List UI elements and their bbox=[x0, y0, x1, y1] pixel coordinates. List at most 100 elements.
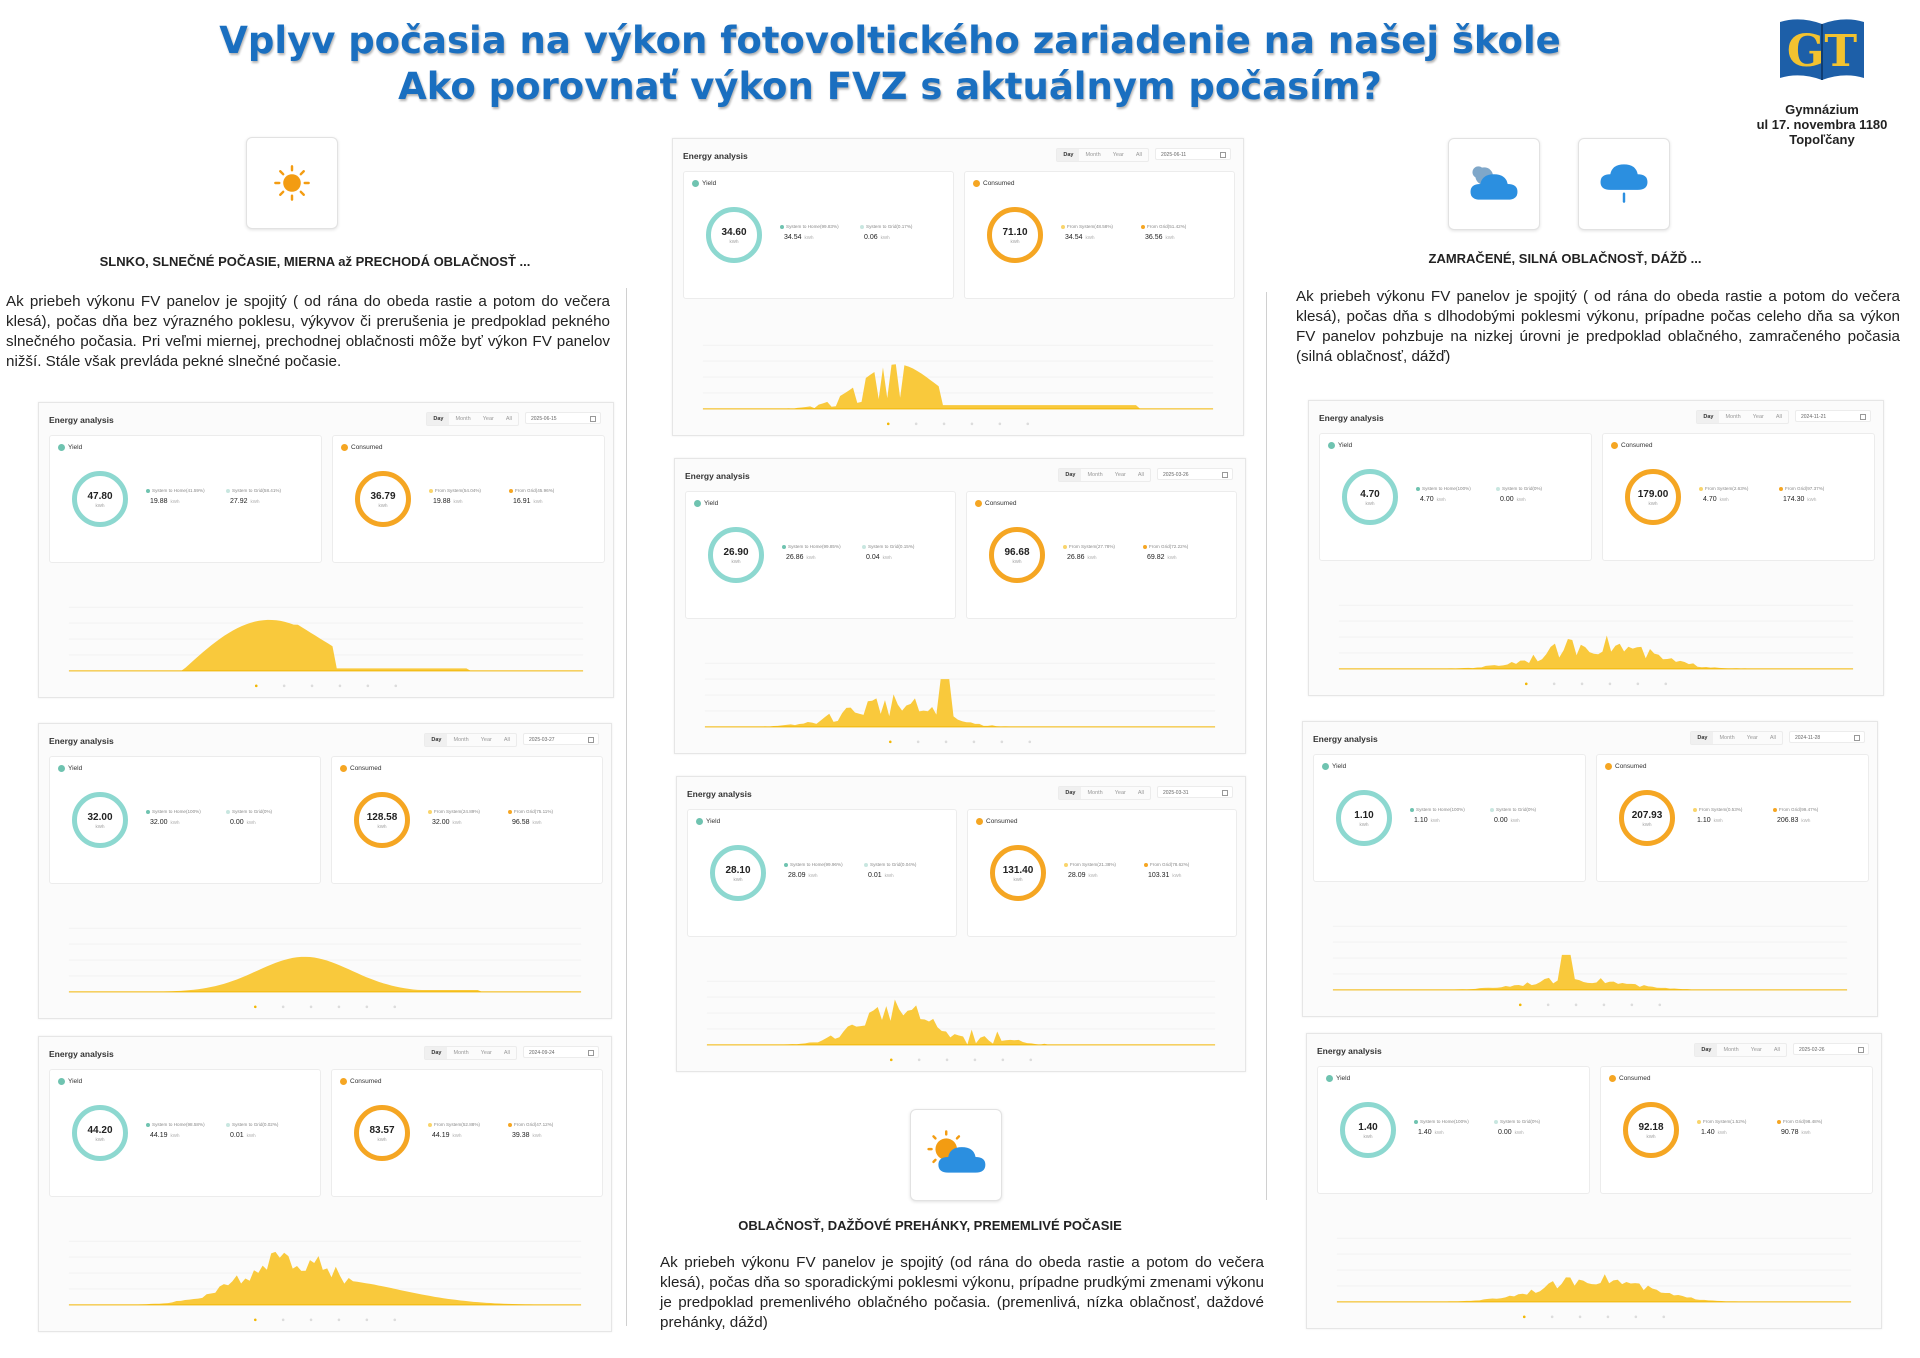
tab-day[interactable]: Day bbox=[1695, 1044, 1718, 1056]
system-to-home-label: System to Home(99.85%) bbox=[782, 544, 841, 549]
tab-day[interactable]: Day bbox=[425, 1047, 448, 1059]
from-grid-value: 69.82 kWh bbox=[1147, 554, 1177, 561]
legend-dot bbox=[428, 1122, 432, 1127]
from-system-text: From System(52.88%) bbox=[434, 1122, 480, 1127]
date-picker[interactable]: 2025-06-11 bbox=[1155, 148, 1231, 160]
consumed-unit: kWh bbox=[1013, 876, 1023, 882]
tab-month[interactable]: Month bbox=[1725, 414, 1741, 420]
tab-day[interactable]: Day bbox=[425, 734, 448, 746]
value-unit: kWh bbox=[880, 235, 890, 240]
tab-year[interactable]: Year bbox=[482, 416, 494, 422]
energy-analysis-card: Energy analysis Day Month Year All 2025-03-26… bbox=[674, 458, 1246, 754]
date-picker[interactable]: 2024-09-24 bbox=[523, 1046, 599, 1058]
consumed-title: Consumed bbox=[976, 818, 1017, 825]
tab-year[interactable]: Year bbox=[480, 1050, 492, 1056]
tab-year[interactable]: Year bbox=[1114, 790, 1126, 796]
tab-year[interactable]: Year bbox=[1750, 1047, 1762, 1053]
system-to-grid-label: System to Grid(0.02%) bbox=[226, 1122, 278, 1127]
yield-unit: kWh bbox=[729, 238, 739, 244]
from-system-text: From System(24.89%) bbox=[434, 809, 480, 814]
legend-dot bbox=[1141, 224, 1145, 229]
system-to-home-text: System to Home(100%) bbox=[1420, 1119, 1469, 1124]
from-system-value: 4.70 kWh bbox=[1703, 496, 1729, 503]
date-picker[interactable]: 2024-11-21 bbox=[1795, 410, 1871, 422]
card-title: Energy analysis bbox=[1317, 1046, 1382, 1056]
system-to-grid-value: 0.04 kWh bbox=[866, 554, 892, 561]
tab-all[interactable]: All bbox=[1137, 790, 1144, 796]
value-unit: kWh bbox=[1085, 235, 1095, 240]
tab-all[interactable]: All bbox=[1773, 1047, 1780, 1053]
legend-dot bbox=[860, 224, 864, 229]
consumed-label: Consumed bbox=[351, 444, 383, 451]
consumed-panel: Consumed 179.00 kWh From System(2.63%) From … bbox=[1602, 433, 1875, 561]
tab-year[interactable]: Year bbox=[480, 737, 492, 743]
tab-day[interactable]: Day bbox=[1691, 732, 1714, 744]
legend-marker bbox=[972, 740, 976, 744]
consumed-panel: Consumed 207.93 kWh From System(0.53%) From … bbox=[1596, 754, 1869, 882]
power-chart bbox=[47, 601, 605, 691]
yield-title: Yield bbox=[694, 500, 718, 507]
tab-year[interactable]: Year bbox=[1114, 472, 1126, 478]
tab-day[interactable]: Day bbox=[1059, 787, 1082, 799]
date-picker[interactable]: 2025-06-15 bbox=[525, 412, 601, 424]
from-grid-value: 36.56 kWh bbox=[1145, 234, 1175, 241]
yield-value: 4.70 bbox=[1360, 488, 1380, 500]
from-system-value: 32.00 kWh bbox=[432, 819, 462, 826]
legend-dot bbox=[146, 1122, 150, 1127]
tab-day[interactable]: Day bbox=[1059, 469, 1082, 481]
tab-all[interactable]: All bbox=[1135, 152, 1142, 158]
system-to-home-label: System to Home(100%) bbox=[1410, 807, 1465, 812]
tab-all[interactable]: All bbox=[1769, 735, 1776, 741]
from-grid-text: From Grid(45.96%) bbox=[515, 488, 555, 493]
yield-value: 28.10 bbox=[725, 864, 751, 876]
tab-year[interactable]: Year bbox=[1752, 414, 1764, 420]
tab-month[interactable]: Month bbox=[453, 737, 469, 743]
tab-month[interactable]: Month bbox=[455, 416, 471, 422]
tab-month[interactable]: Month bbox=[453, 1050, 469, 1056]
yield-ring: 34.60 kWh bbox=[706, 207, 762, 263]
consumed-value: 71.10 bbox=[1002, 226, 1028, 238]
card-title: Energy analysis bbox=[687, 789, 752, 799]
tab-year[interactable]: Year bbox=[1112, 152, 1124, 158]
value-unit: kWh bbox=[1719, 497, 1729, 502]
consumed-unit: kWh bbox=[1642, 821, 1652, 827]
date-picker[interactable]: 2025-03-31 bbox=[1157, 786, 1233, 798]
consumed-unit: kWh bbox=[1646, 1133, 1656, 1139]
consumed-value: 36.79 bbox=[370, 490, 396, 502]
date-picker[interactable]: 2025-02-26 bbox=[1793, 1043, 1869, 1055]
from-grid-label: From Grid(98.48%) bbox=[1777, 1119, 1822, 1124]
date-picker[interactable]: 2025-03-26 bbox=[1157, 468, 1233, 480]
from-system-text: From System(0.53%) bbox=[1699, 807, 1743, 812]
tab-all[interactable]: All bbox=[1137, 472, 1144, 478]
tab-day[interactable]: Day bbox=[1697, 411, 1720, 423]
consumed-icon bbox=[975, 500, 982, 507]
tab-month[interactable]: Month bbox=[1723, 1047, 1739, 1053]
date-picker[interactable]: 2025-03-27 bbox=[523, 733, 599, 745]
tab-day[interactable]: Day bbox=[427, 413, 450, 425]
from-system-label: From System(21.38%) bbox=[1064, 862, 1116, 867]
from-grid-value: 103.31 kWh bbox=[1148, 872, 1181, 879]
tab-all[interactable]: All bbox=[503, 1050, 510, 1056]
tab-month[interactable]: Month bbox=[1085, 152, 1101, 158]
energy-analysis-card: Energy analysis Day Month Year All 2025-06-15… bbox=[38, 402, 614, 698]
from-grid-label: From Grid(78.62%) bbox=[1144, 862, 1189, 867]
legend-marker bbox=[365, 1005, 369, 1009]
yield-unit: kWh bbox=[95, 1136, 105, 1142]
tab-year[interactable]: Year bbox=[1746, 735, 1758, 741]
yield-icon bbox=[58, 1078, 65, 1085]
legend-marker bbox=[916, 740, 920, 744]
tab-all[interactable]: All bbox=[1775, 414, 1782, 420]
date-picker[interactable]: 2024-11-28 bbox=[1789, 731, 1865, 743]
tab-month[interactable]: Month bbox=[1087, 472, 1103, 478]
tab-day[interactable]: Day bbox=[1057, 149, 1080, 161]
legend-marker bbox=[1522, 1315, 1526, 1319]
power-chart-svg bbox=[68, 1240, 582, 1322]
tab-all[interactable]: All bbox=[505, 416, 512, 422]
yield-icon bbox=[58, 444, 65, 451]
tab-month[interactable]: Month bbox=[1719, 735, 1735, 741]
consumed-title: Consumed bbox=[1605, 763, 1646, 770]
yield-title: Yield bbox=[696, 818, 720, 825]
tab-all[interactable]: All bbox=[503, 737, 510, 743]
tab-month[interactable]: Month bbox=[1087, 790, 1103, 796]
legend-dot bbox=[1494, 1119, 1498, 1124]
